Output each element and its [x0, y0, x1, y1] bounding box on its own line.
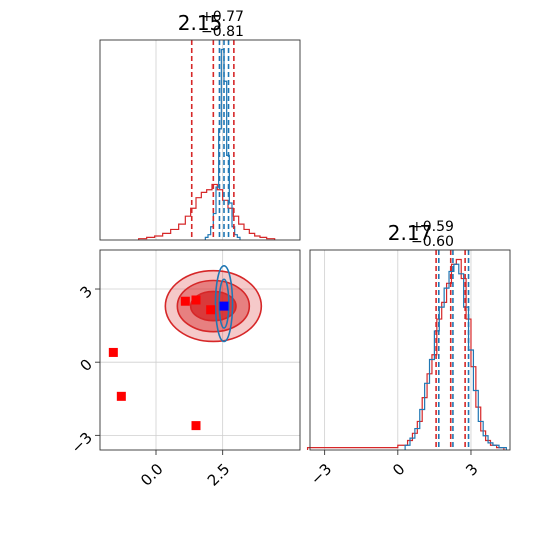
xtick-param2-2-label: 3 [462, 460, 481, 479]
quantile-lines-h1 [190, 40, 235, 240]
frame-2d [99, 249, 301, 451]
title-param2-main: 2.17 [388, 221, 433, 245]
title-param1: 2.15 [178, 11, 223, 35]
marker-0-point-4 [191, 295, 201, 305]
axis-ticks: 0.0 2.5 −3 0 3 −3 0 3 [68, 282, 482, 489]
title-param1-minus: −0.81 [201, 24, 244, 40]
histograms-h2 [306, 258, 507, 450]
marker-0-point-5 [206, 305, 216, 315]
grid-2d [100, 250, 300, 450]
marker-0-point-3 [180, 296, 190, 306]
quantile-lines-h2 [435, 250, 470, 450]
title-param2: 2.17 [388, 221, 433, 245]
marker-1-point-0 [219, 301, 229, 311]
ytick-param2-1-label: 0 [77, 355, 96, 374]
marker-0-point-1 [116, 391, 126, 401]
contour-series-1-level-0 [214, 265, 234, 343]
contours-2d [164, 265, 263, 343]
contour-series-1-level-1 [218, 278, 230, 329]
xtick-param2-0-label: −3 [307, 460, 335, 488]
h2-series-1-step [404, 263, 507, 450]
frame-h1 [99, 39, 301, 241]
markers-2d [108, 295, 229, 431]
title-param2-plus: +0.59 [411, 219, 454, 235]
h2-series-0-step [306, 258, 505, 450]
ytick-param2-2-label: 3 [77, 282, 96, 301]
title-param1-plus: +0.77 [201, 9, 244, 25]
histogram-panel-param1: 2.15 +0.77 −0.81 [99, 9, 301, 241]
histogram-panel-param2: 2.17 +0.59 −0.60 [306, 219, 511, 451]
xtick-param1-0-label: 0.0 [137, 460, 167, 490]
title-param1-main: 2.15 [178, 11, 223, 35]
histograms-h1 [138, 48, 276, 240]
title-param2-minus: −0.60 [411, 234, 454, 250]
frame-h2 [309, 249, 511, 451]
marker-0-point-2 [191, 421, 201, 431]
h1-series-0-step [138, 183, 276, 240]
marker-0-point-0 [108, 347, 118, 357]
h1-series-1-step [204, 48, 241, 240]
grid-h1 [155, 40, 224, 240]
xtick-param1-1-label: 2.5 [204, 460, 234, 490]
joint-panel [99, 249, 301, 451]
ytick-param2-0-label: −3 [68, 429, 96, 457]
xtick-param2-1-label: 0 [389, 460, 408, 479]
